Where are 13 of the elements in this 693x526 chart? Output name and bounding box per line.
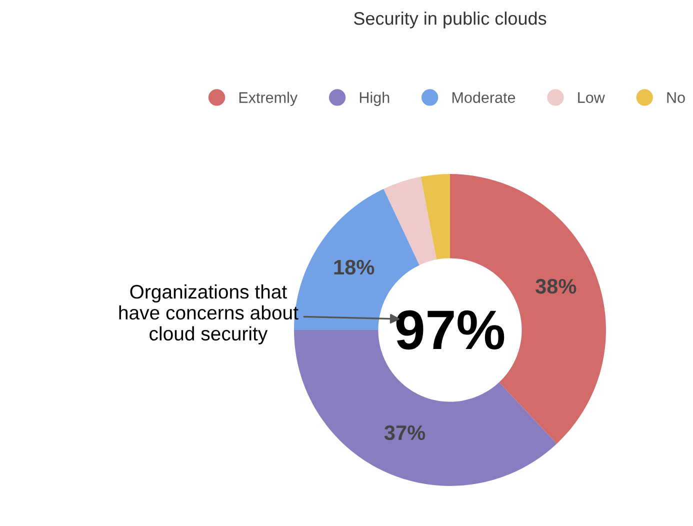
data-label: 38% (536, 278, 576, 294)
donut-slice (420, 174, 450, 260)
legend-label: High (360, 92, 390, 106)
legend-label: Extremly (239, 92, 298, 106)
chart-title: Security in public clouds (354, 12, 546, 28)
data-label: 37% (384, 425, 426, 440)
legend-label: No (667, 92, 685, 103)
text: 97% (396, 310, 504, 350)
text: Organizations that have concerns about cloud security (119, 284, 298, 344)
data-label: 18% (334, 260, 374, 275)
legend-label: Moderate (452, 92, 516, 103)
donut-slice (384, 176, 437, 266)
legend-label: Low (578, 92, 605, 103)
